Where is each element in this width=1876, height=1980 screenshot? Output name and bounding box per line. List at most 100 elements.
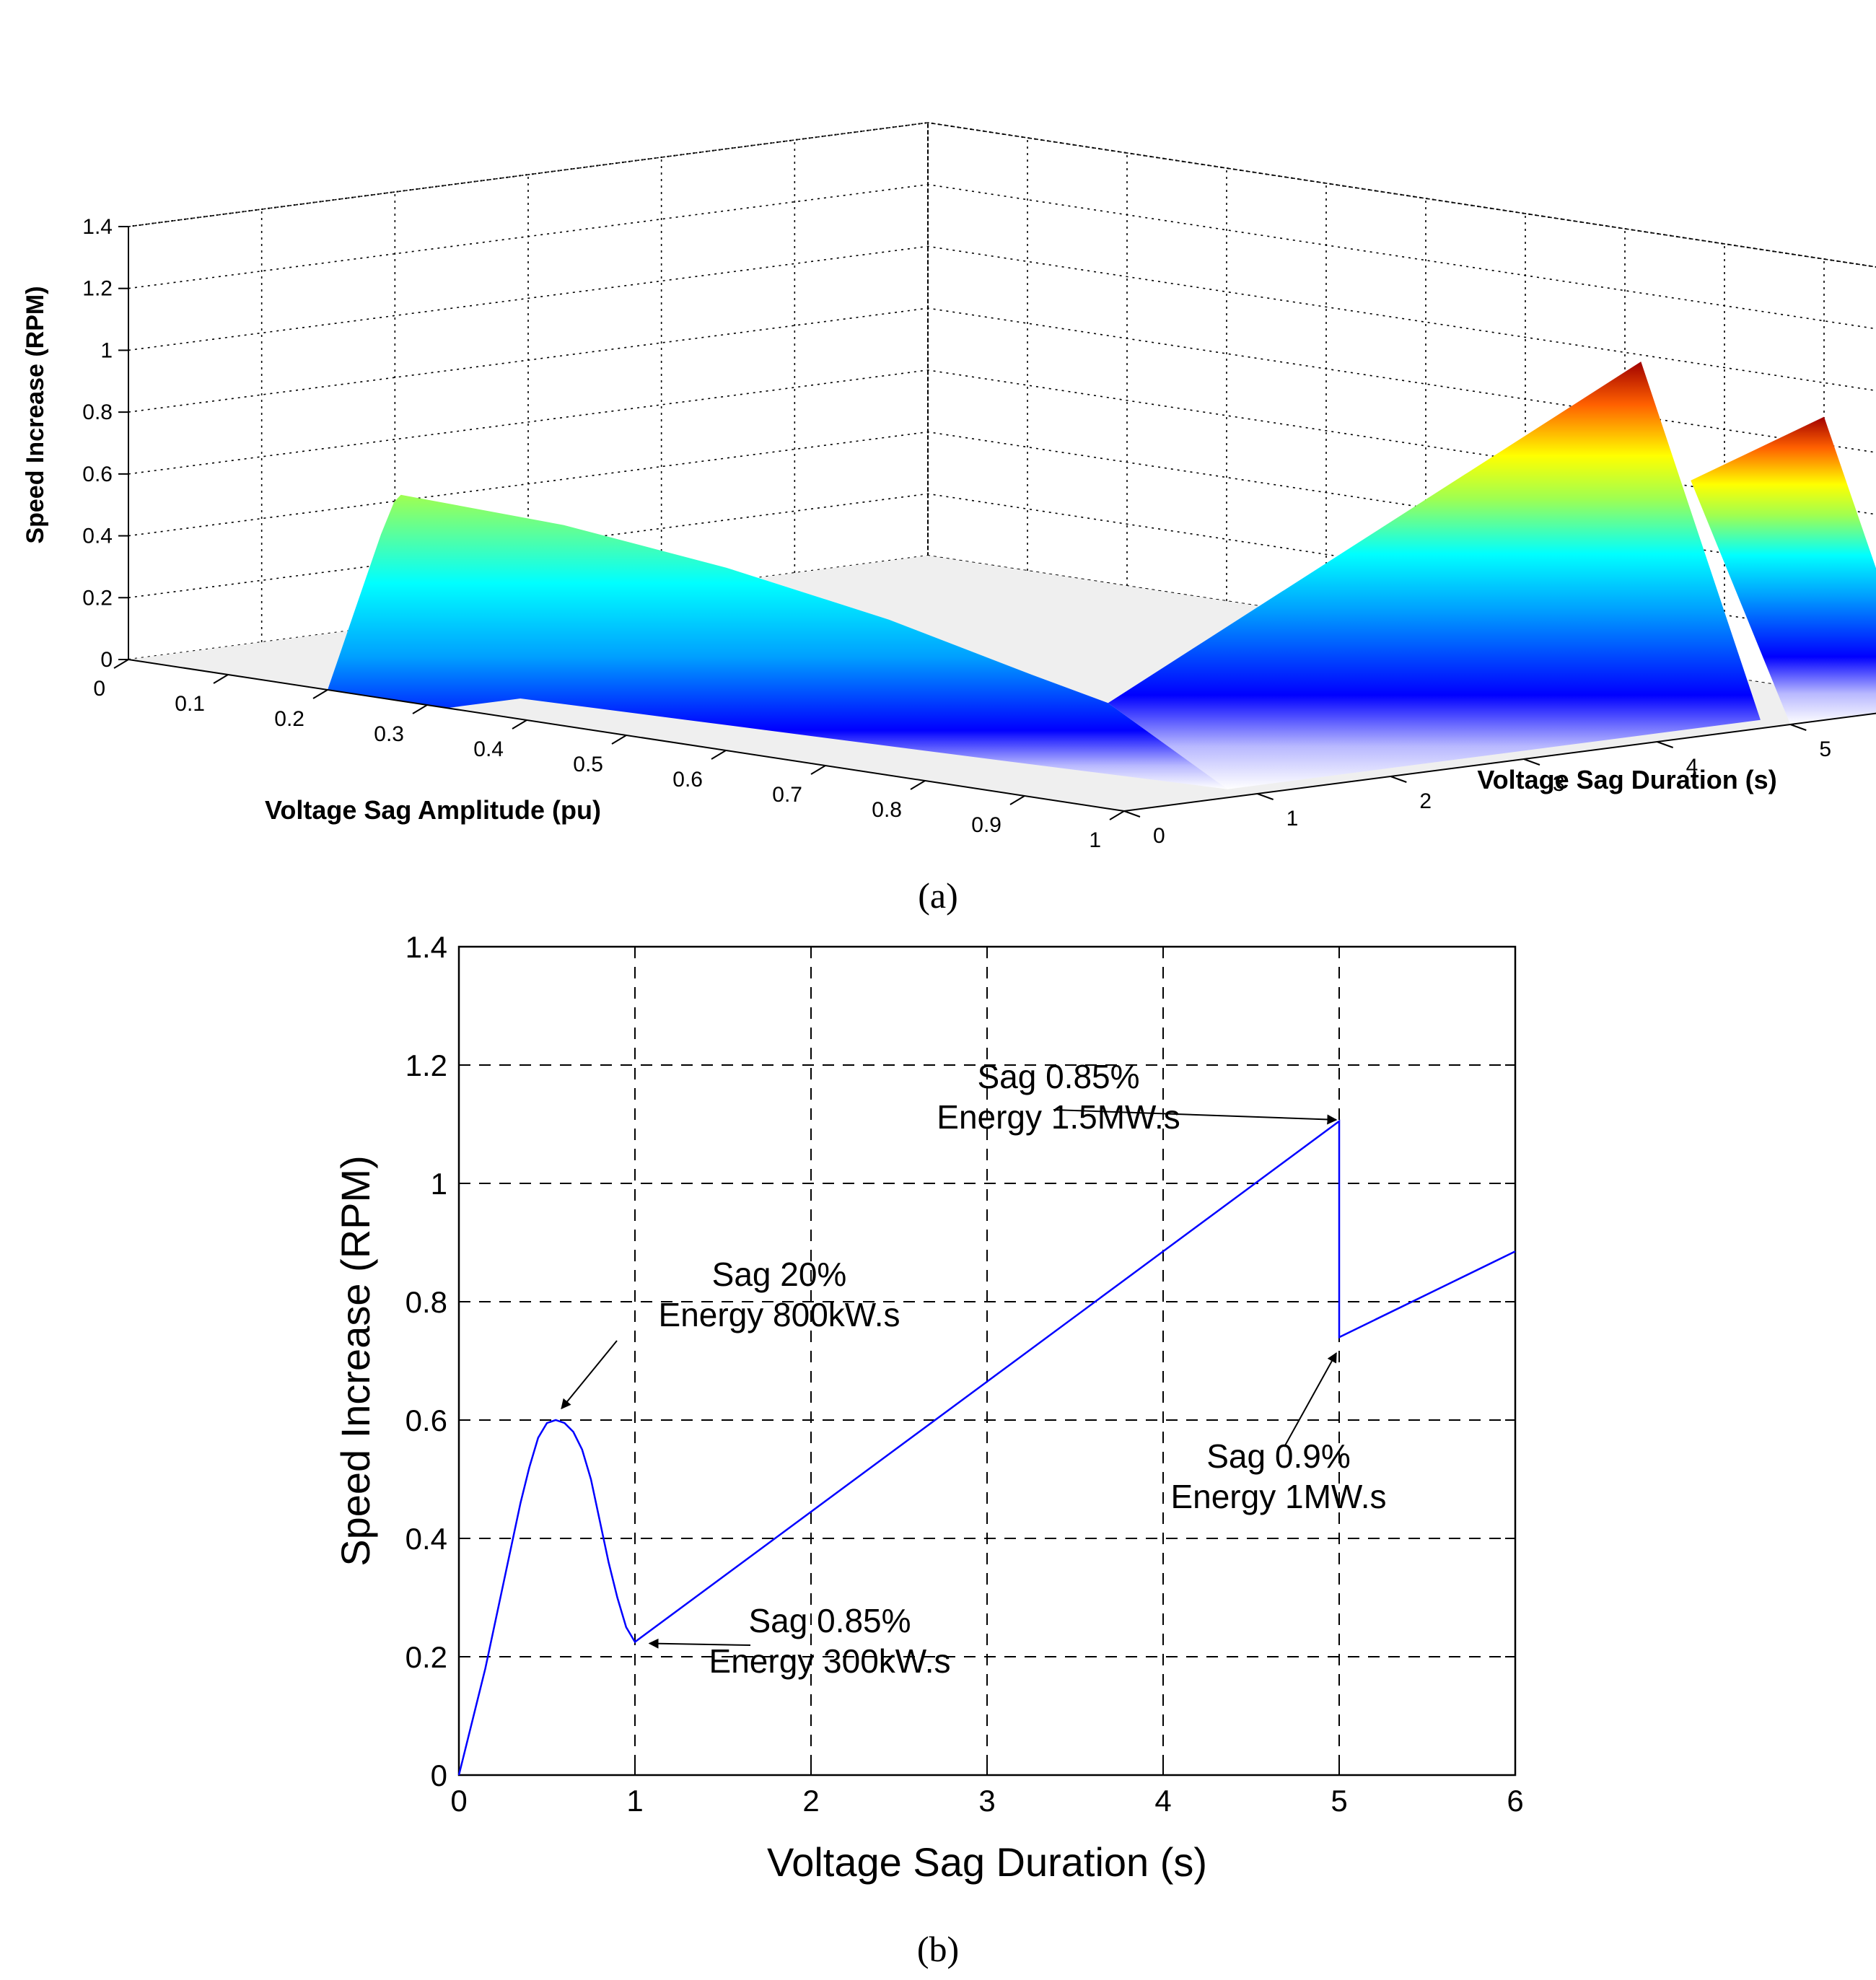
panel-b-annotation-text: Sag 0.85% xyxy=(748,1602,911,1639)
panel-b-y-tick-label: 0 xyxy=(431,1758,447,1792)
panel-b-tick-labels: 0 1 2 3 4 5 6 0 0.2 0.4 0.6 0.8 1 1.2 1.4 xyxy=(406,930,1524,1818)
panel-a-x-tick-label: 0.5 xyxy=(573,753,603,776)
panel-a-x-tick xyxy=(910,780,926,790)
panel-a-x-tick xyxy=(312,689,328,699)
panel-b-x-tick-label: 1 xyxy=(626,1784,643,1818)
panel-b-annotation-text: Energy 1MW.s xyxy=(1170,1478,1386,1515)
panel-a-surface-mesh xyxy=(328,362,1876,789)
panel-a-surface-ridge-rise xyxy=(1108,362,1761,789)
panel-b-y-tick-label: 1.2 xyxy=(406,1048,447,1082)
panel-b-y-tick-label: 0.4 xyxy=(406,1522,447,1556)
panel-a-x-tick xyxy=(412,704,428,714)
panel-a-x-tick xyxy=(113,659,129,669)
panel-a-y-tick xyxy=(1523,758,1540,766)
panel-b-annotation-text: Sag 0.9% xyxy=(1206,1437,1350,1475)
panel-b-caption: (b) xyxy=(917,1929,959,1969)
panel-a-z-gridline xyxy=(128,493,1876,639)
panel-b-x-tick-label: 6 xyxy=(1507,1784,1523,1818)
panel-a-x-tick xyxy=(810,765,826,775)
panel-a-x-tick xyxy=(1009,795,1025,805)
panel-a-surface-ridge-end xyxy=(1691,416,1876,724)
panel-a-x-tick-label: 0.3 xyxy=(374,722,404,746)
panel-a-caption: (a) xyxy=(918,875,958,916)
panel-a-y-tick-label: 5 xyxy=(1819,737,1831,761)
panel-b-ticks xyxy=(458,946,1516,1776)
panel-b-y-tick-label: 1.4 xyxy=(406,930,447,964)
panel-b-y-tick-label: 0.2 xyxy=(406,1640,447,1674)
panel-a-z-tick-label: 0.8 xyxy=(82,400,113,424)
panel-b-x-tick-label: 2 xyxy=(802,1784,819,1818)
panel-a-y-tick xyxy=(1123,810,1141,818)
panel-b-annotation-text: Sag 0.85% xyxy=(977,1058,1139,1095)
panel-b-x-tick-label: 3 xyxy=(978,1784,995,1818)
panel-b-x-tick-label: 5 xyxy=(1331,1784,1347,1818)
panel-a-x-tick-label: 1 xyxy=(1089,828,1101,852)
panel-b-annotation: Sag 0.85%Energy 1.5MW.s xyxy=(937,1058,1338,1136)
panel-a-surface: 0 0.2 0.4 0.6 0.8 1 1.2 1.4 0 0.1 0.2 0.3 0.4 0.5 0.6 0… xyxy=(22,121,1876,916)
panel-a-x-tick-label: 0.8 xyxy=(872,798,902,822)
panel-a-z-gridline xyxy=(128,183,1876,330)
panel-b-x-tick-label: 4 xyxy=(1154,1784,1171,1818)
panel-a-x-tick-label: 0.1 xyxy=(175,692,205,716)
panel-a-x-tick xyxy=(611,735,627,745)
panel-a-grid xyxy=(128,122,1876,701)
panel-a-z-gridline xyxy=(128,369,1876,515)
panel-a-y-axis-label: Voltage Sag Duration (s) xyxy=(1477,765,1776,794)
panel-a-x-axis-label: Voltage Sag Amplitude (pu) xyxy=(265,795,601,825)
panel-a-z-tick-label: 0.6 xyxy=(82,463,113,486)
panel-b-annotation-arrow xyxy=(561,1340,618,1410)
panel-b-annotation-arrow xyxy=(1053,1109,1338,1125)
panel-a-y-tick-label: 3 xyxy=(1553,772,1565,796)
panel-a-side-wall xyxy=(927,121,1876,701)
panel-a-y-tick-label: 1 xyxy=(1287,807,1299,831)
panel-b-annotation-arrow xyxy=(1284,1352,1337,1447)
panel-b-x-tick-label: 0 xyxy=(450,1784,467,1818)
panel-a-z-tick-label: 1.4 xyxy=(82,215,113,239)
panel-a-x-tick xyxy=(711,750,727,760)
panel-a-y-tick-label: 0 xyxy=(1153,824,1165,848)
panel-a-x-tick-label: 0.4 xyxy=(473,737,504,761)
panel-a-y-tick xyxy=(1257,793,1274,800)
panel-b-line-chart: 0 1 2 3 4 5 600.20.40.60.811.21.4 Sag 20%Energ… xyxy=(333,930,1524,1969)
panel-a-x-tick-label: 0.6 xyxy=(672,768,703,792)
panel-a-z-tick-label: 0.4 xyxy=(82,525,113,548)
panel-b-series-line xyxy=(457,1119,1516,1776)
panel-b-y-tick-label: 1 xyxy=(431,1167,447,1201)
panel-b-annotation-text: Energy 300kW.s xyxy=(709,1642,951,1680)
panel-a-tick-labels: 0 0.2 0.4 0.6 0.8 1 1.2 1.4 0 0.1 0.2 0.3 0.4 0.5 0.6 0… xyxy=(82,215,1831,852)
panel-a-axes xyxy=(113,226,1876,820)
panel-a-x-tick-label: 0.7 xyxy=(772,783,802,807)
panel-b-annotation-text: Energy 800kW.s xyxy=(659,1296,900,1333)
panel-a-x-tick-label: 0 xyxy=(93,677,105,701)
panel-b-annotation-text: Sag 20% xyxy=(712,1256,847,1293)
panel-a-z-gridline xyxy=(128,245,1876,392)
panel-a-z-tick-label: 1 xyxy=(100,338,113,362)
panel-a-y-tick xyxy=(1657,741,1674,748)
panel-a-y-tick-label: 2 xyxy=(1419,789,1432,813)
panel-a-y-tick-label: 4 xyxy=(1686,755,1699,779)
panel-b-annotation: Sag 20%Energy 800kW.s xyxy=(561,1256,900,1410)
panel-a-x-tick-label: 0.2 xyxy=(274,707,304,731)
panel-a-x-tick xyxy=(213,674,229,684)
panel-a-z-gridline xyxy=(128,122,1876,268)
panel-a-x-tick xyxy=(512,719,527,730)
panel-a-y-tick xyxy=(1789,724,1807,731)
panel-b-annotation: Sag 0.85%Energy 300kW.s xyxy=(648,1602,951,1680)
panel-b-x-axis-label: Voltage Sag Duration (s) xyxy=(767,1839,1207,1885)
panel-a-x-tick-label: 0.9 xyxy=(971,813,1001,837)
panel-a-z-tick-label: 0.2 xyxy=(82,586,113,610)
panel-b-y-tick-label: 0.6 xyxy=(406,1403,447,1437)
panel-a-x-tick xyxy=(1109,810,1125,820)
panel-a-y-tick xyxy=(1390,776,1407,783)
panel-a-surface-ridge-low xyxy=(328,494,1228,789)
panel-a-z-tick-label: 1.2 xyxy=(82,277,113,301)
panel-a-z-axis-label: Speed Increase (RPM) xyxy=(22,286,49,543)
panel-b-annotation: Sag 0.9%Energy 1MW.s xyxy=(1170,1352,1387,1515)
panel-b-y-tick-label: 0.8 xyxy=(406,1285,447,1319)
panel-a-z-tick-label: 0 xyxy=(100,648,113,672)
panel-b-annotation-arrow xyxy=(648,1638,751,1649)
panel-b-annotation-text: Energy 1.5MW.s xyxy=(937,1098,1180,1136)
panel-b-y-axis-label: Speed Increase (RPM) xyxy=(333,1155,378,1567)
